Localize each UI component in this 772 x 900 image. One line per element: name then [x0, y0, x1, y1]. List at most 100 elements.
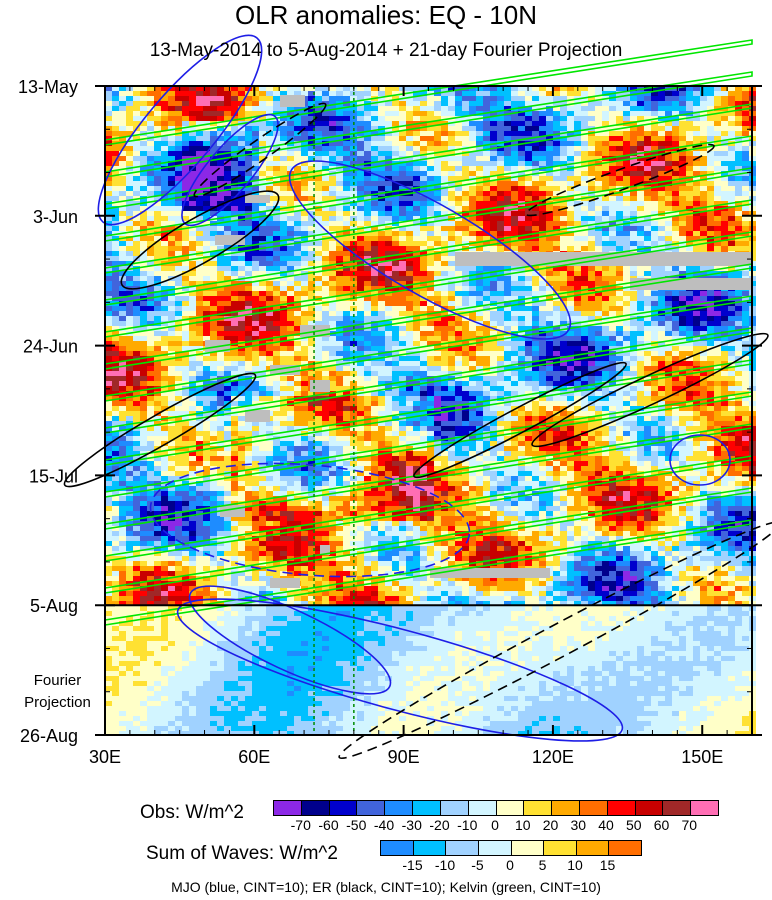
field-cell [420, 166, 427, 171]
field-cell [588, 116, 595, 121]
field-cell [553, 276, 560, 281]
field-cell [154, 266, 161, 271]
field-cell [546, 271, 553, 276]
field-cell [476, 341, 483, 346]
field-cell [637, 216, 644, 221]
field-cell [602, 236, 609, 241]
field-cell [560, 181, 567, 186]
field-cell [434, 331, 441, 336]
field-cell [301, 196, 308, 201]
field-cell [140, 286, 147, 291]
field-cell [700, 221, 707, 226]
field-cell [427, 321, 434, 326]
field-cell [518, 116, 525, 121]
field-cell [490, 231, 497, 236]
field-cell [315, 171, 322, 176]
field-cell [154, 96, 161, 101]
field-cell [399, 346, 406, 351]
field-cell [406, 256, 413, 261]
field-cell [735, 316, 742, 321]
field-cell [343, 91, 350, 96]
field-cell [630, 196, 637, 201]
field-cell [728, 91, 735, 96]
field-cell [679, 186, 686, 191]
field-cell [371, 126, 378, 131]
field-cell [210, 261, 217, 266]
field-cell [322, 91, 329, 96]
field-cell [448, 101, 455, 106]
field-cell [518, 161, 525, 166]
field-cell [238, 326, 245, 331]
field-cell [154, 191, 161, 196]
field-cell [588, 181, 595, 186]
field-cell [602, 336, 609, 341]
field-cell [469, 196, 476, 201]
field-cell [287, 176, 294, 181]
field-cell [665, 221, 672, 226]
field-cell [686, 136, 693, 141]
field-cell [497, 161, 504, 166]
field-cell [539, 226, 546, 231]
field-cell [483, 181, 490, 186]
field-cell [483, 86, 490, 91]
field-cell [273, 206, 280, 211]
field-cell [686, 91, 693, 96]
field-cell [133, 86, 140, 91]
field-cell [581, 266, 588, 271]
field-cell [119, 201, 126, 206]
field-cell [714, 301, 721, 306]
field-cell [336, 176, 343, 181]
field-cell [658, 126, 665, 131]
field-cell [623, 101, 630, 106]
field-cell [462, 186, 469, 191]
field-cell [329, 251, 336, 256]
field-cell [707, 191, 714, 196]
field-cell [182, 176, 189, 181]
field-cell [147, 141, 154, 146]
field-cell [168, 171, 175, 176]
field-cell [294, 186, 301, 191]
field-cell [126, 256, 133, 261]
field-cell [315, 196, 322, 201]
field-cell [707, 166, 714, 171]
field-cell [588, 86, 595, 91]
field-cell [175, 326, 182, 331]
field-cell [616, 331, 623, 336]
field-cell [602, 266, 609, 271]
field-cell [721, 236, 728, 241]
field-cell [581, 241, 588, 246]
field-cell [238, 246, 245, 251]
field-cell [602, 326, 609, 331]
field-cell [721, 271, 728, 276]
field-cell [637, 296, 644, 301]
field-cell [315, 266, 322, 271]
field-cell [112, 351, 119, 356]
field-cell [273, 146, 280, 151]
field-cell [560, 211, 567, 216]
field-cell [616, 281, 623, 286]
field-cell [553, 161, 560, 166]
field-cell [511, 336, 518, 341]
field-cell [245, 351, 252, 356]
field-cell [630, 311, 637, 316]
field-cell [504, 201, 511, 206]
field-cell [651, 166, 658, 171]
field-cell [735, 201, 742, 206]
field-cell [434, 196, 441, 201]
field-cell [385, 171, 392, 176]
field-cell [140, 211, 147, 216]
field-cell [721, 166, 728, 171]
field-cell [406, 341, 413, 346]
field-cell [343, 86, 350, 91]
field-cell [217, 271, 224, 276]
field-cell [602, 231, 609, 236]
field-cell [616, 296, 623, 301]
field-cell [217, 256, 224, 261]
field-cell [518, 211, 525, 216]
field-cell [497, 186, 504, 191]
field-cell [637, 321, 644, 326]
field-cell [609, 121, 616, 126]
field-cell [532, 281, 539, 286]
field-cell [161, 101, 168, 106]
field-cell [581, 276, 588, 281]
